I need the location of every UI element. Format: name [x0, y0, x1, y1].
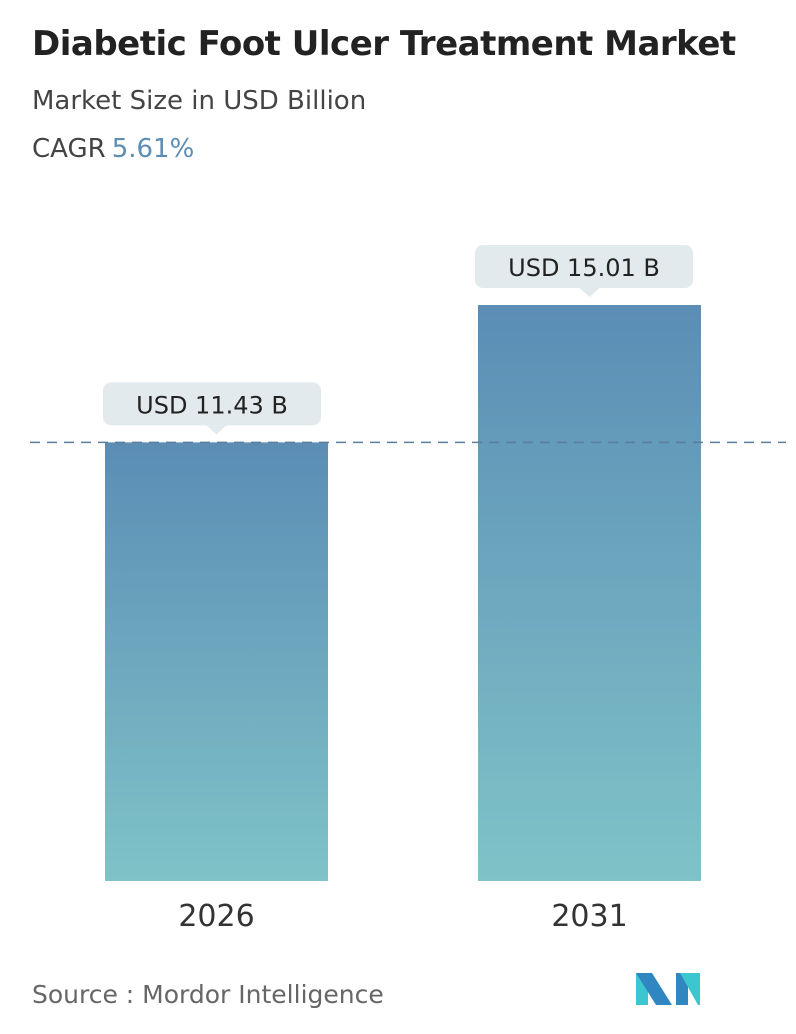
chart-subtitle: Market Size in USD Billion [32, 86, 367, 116]
bar-2031 [478, 305, 701, 881]
data-label: USD 11.43 B [136, 391, 288, 419]
data-label: USD 15.01 B [508, 254, 660, 282]
chart-title: Diabetic Foot Ulcer Treatment Market [32, 24, 736, 64]
data-label-box [103, 382, 321, 426]
x-tick-label: 2026 [178, 899, 254, 934]
cagr: CAGR 5.61% [32, 134, 194, 164]
bar-2026 [105, 442, 328, 881]
cagr-label: CAGR [32, 134, 106, 164]
data-label-pointer [206, 425, 227, 435]
cagr-value: 5.61% [111, 134, 195, 164]
data-label-pointer [579, 288, 600, 297]
data-label-box [475, 245, 693, 288]
source-text: Source : Mordor Intelligence [32, 980, 384, 1009]
x-tick-label: 2031 [551, 899, 627, 934]
